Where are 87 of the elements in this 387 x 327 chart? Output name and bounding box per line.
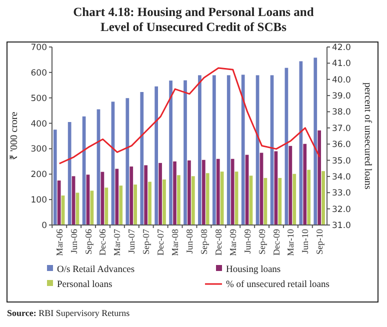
bar: [184, 80, 187, 225]
y2-axis-title: percent of unsecured loans: [362, 82, 373, 190]
bar: [134, 184, 137, 225]
y-tick-label: 700: [30, 43, 47, 53]
y2-tick-label: 39.0: [332, 92, 351, 102]
x-tick-label: Sep-08: [198, 228, 209, 254]
x-tick-label: Dec-06: [98, 228, 108, 256]
y2-tick-label: 32.0: [332, 204, 351, 215]
bar: [68, 122, 72, 225]
y-tick-label: 500: [30, 94, 47, 104]
x-tick-label: Mar-09: [228, 228, 238, 256]
bar: [177, 175, 180, 225]
y2-tick-label: 36.0: [332, 140, 351, 150]
x-tick-label: Jun-06: [68, 228, 79, 254]
x-tick-label: Dec-07: [156, 228, 166, 256]
y2-tick-label: 38.0: [332, 108, 351, 118]
source-note: Source: RBI Supervisory Returns: [7, 308, 130, 318]
bar: [198, 75, 202, 225]
x-tick-label: Sep-09: [256, 228, 267, 254]
x-tick-label: Jun-10: [300, 228, 310, 254]
x-tick-label: Mar-06: [54, 228, 64, 256]
bar: [191, 176, 195, 225]
legend-label: Personal loans: [57, 280, 112, 290]
bar: [299, 61, 303, 225]
bar: [226, 75, 230, 225]
bar: [230, 158, 234, 225]
bar: [158, 162, 162, 225]
y2-tick-label: 34.0: [332, 172, 351, 182]
y-tick-label: 200: [30, 170, 47, 180]
bar: [278, 178, 282, 225]
legend-label: Housing loans: [226, 265, 281, 275]
bar: [115, 168, 119, 225]
bar: [119, 186, 123, 225]
y2-tick-label: 40.0: [332, 75, 351, 86]
bar: [53, 130, 57, 225]
bar: [216, 158, 220, 225]
x-tick-label: Sep-10: [314, 228, 325, 254]
y2-tick-label: 33.0: [332, 188, 351, 199]
x-tick-label: Mar-10: [286, 228, 296, 256]
bar: [104, 188, 108, 225]
y-axis-title: ₹ '000 crore: [9, 111, 20, 160]
x-tick-label: Jun-07: [126, 228, 137, 254]
bar: [206, 173, 210, 225]
x-tick-label: Dec-08: [213, 228, 224, 256]
bar: [148, 182, 152, 225]
bar: [169, 80, 172, 225]
x-tick-label: Sep-07: [141, 228, 152, 254]
y-tick-label: 300: [30, 144, 47, 155]
bar: [173, 161, 176, 225]
bar: [154, 86, 158, 225]
x-tick-label: Dec-09: [271, 228, 282, 256]
bar: [140, 92, 144, 225]
y-tick-label: 0: [42, 221, 47, 231]
x-tick-label: Mar-07: [112, 228, 122, 256]
y2-tick-label: 41.0: [332, 59, 351, 70]
bar: [292, 174, 296, 225]
bar: [57, 180, 61, 225]
line-series: [58, 67, 320, 164]
bar: [202, 160, 206, 225]
bar: [322, 171, 325, 225]
legend-label: O/s Retail Advances: [57, 265, 135, 275]
bar: [126, 98, 130, 225]
x-tick-label: Mar-08: [170, 228, 180, 256]
bar: [130, 166, 134, 225]
bar: [162, 179, 166, 225]
y2-tick-label: 37.0: [332, 124, 351, 134]
y2-tick-label: 31.0: [332, 221, 351, 231]
x-tick-label: Jun-09: [242, 228, 252, 254]
bar: [288, 146, 292, 225]
y2-tick-label: 42.0: [332, 43, 351, 53]
y2-tick-label: 35.0: [332, 156, 351, 166]
x-tick-label: Jun-08: [184, 228, 194, 254]
bar: [307, 170, 311, 225]
y-tick-label: 400: [30, 119, 47, 130]
bar: [212, 75, 216, 225]
bar: [220, 172, 224, 225]
legend-label: % of unsecured retail loans: [226, 280, 330, 290]
x-tick-label: Sep-06: [83, 228, 94, 254]
chart-title: Chart 4.18: Housing and Personal Loans and Level of Unsecured Credit of SCBs: [73, 5, 314, 34]
y-tick-label: 100: [30, 196, 47, 206]
bar: [188, 160, 191, 225]
bar: [314, 58, 318, 225]
y-tick-label: 600: [30, 68, 47, 78]
bar: [144, 165, 148, 225]
bar: [318, 130, 322, 225]
bar: [241, 74, 245, 225]
bar: [303, 144, 307, 225]
